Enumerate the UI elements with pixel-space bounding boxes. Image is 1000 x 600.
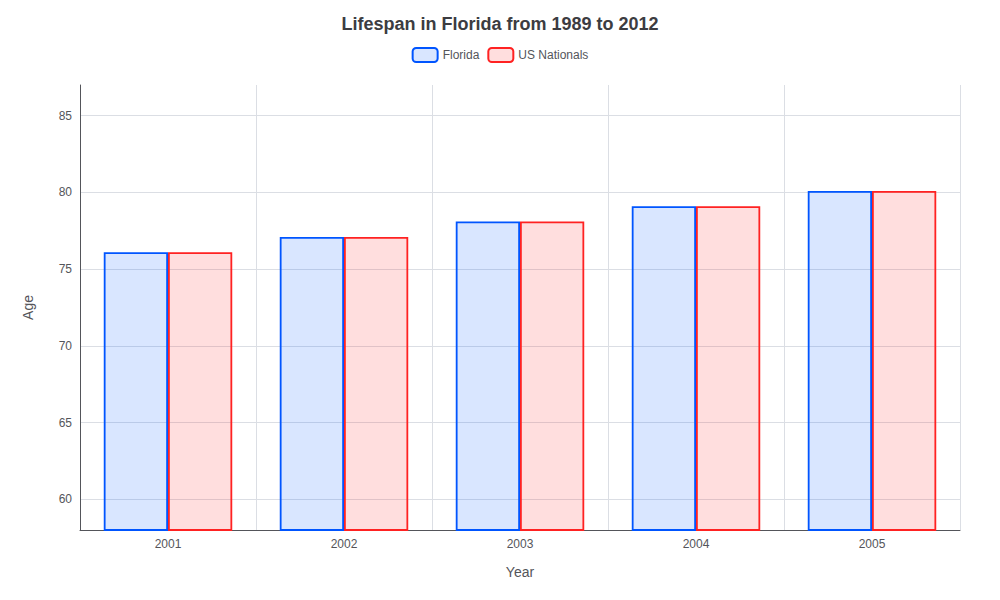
svg-text:70: 70 (59, 339, 73, 353)
svg-text:US Nationals: US Nationals (518, 48, 588, 62)
svg-text:2002: 2002 (331, 537, 358, 551)
svg-text:Age: Age (20, 295, 36, 320)
svg-text:2005: 2005 (859, 537, 886, 551)
svg-text:65: 65 (59, 416, 73, 430)
svg-text:2003: 2003 (507, 537, 534, 551)
svg-text:75: 75 (59, 262, 73, 276)
svg-text:Lifespan in Florida from 1989: Lifespan in Florida from 1989 to 2012 (341, 14, 658, 34)
svg-text:2001: 2001 (155, 537, 182, 551)
svg-text:2004: 2004 (683, 537, 710, 551)
svg-text:Florida: Florida (443, 48, 480, 62)
svg-text:Year: Year (506, 564, 535, 580)
svg-text:85: 85 (59, 109, 73, 123)
svg-text:60: 60 (59, 492, 73, 506)
svg-text:80: 80 (59, 185, 73, 199)
